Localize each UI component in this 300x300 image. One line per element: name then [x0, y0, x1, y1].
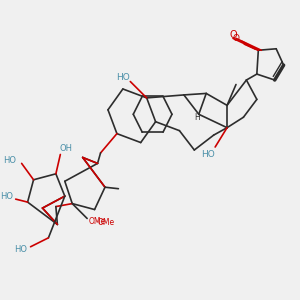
Text: H: H — [194, 113, 200, 122]
Text: OMe: OMe — [98, 218, 115, 227]
Text: O: O — [232, 34, 239, 43]
Text: O: O — [229, 30, 237, 40]
Text: HO: HO — [116, 73, 130, 82]
Text: HO: HO — [3, 156, 16, 165]
Text: OH: OH — [60, 144, 73, 153]
Text: OMe: OMe — [89, 217, 106, 226]
Text: HO: HO — [14, 245, 27, 254]
Text: HO: HO — [0, 192, 13, 201]
Text: HO: HO — [201, 150, 214, 159]
